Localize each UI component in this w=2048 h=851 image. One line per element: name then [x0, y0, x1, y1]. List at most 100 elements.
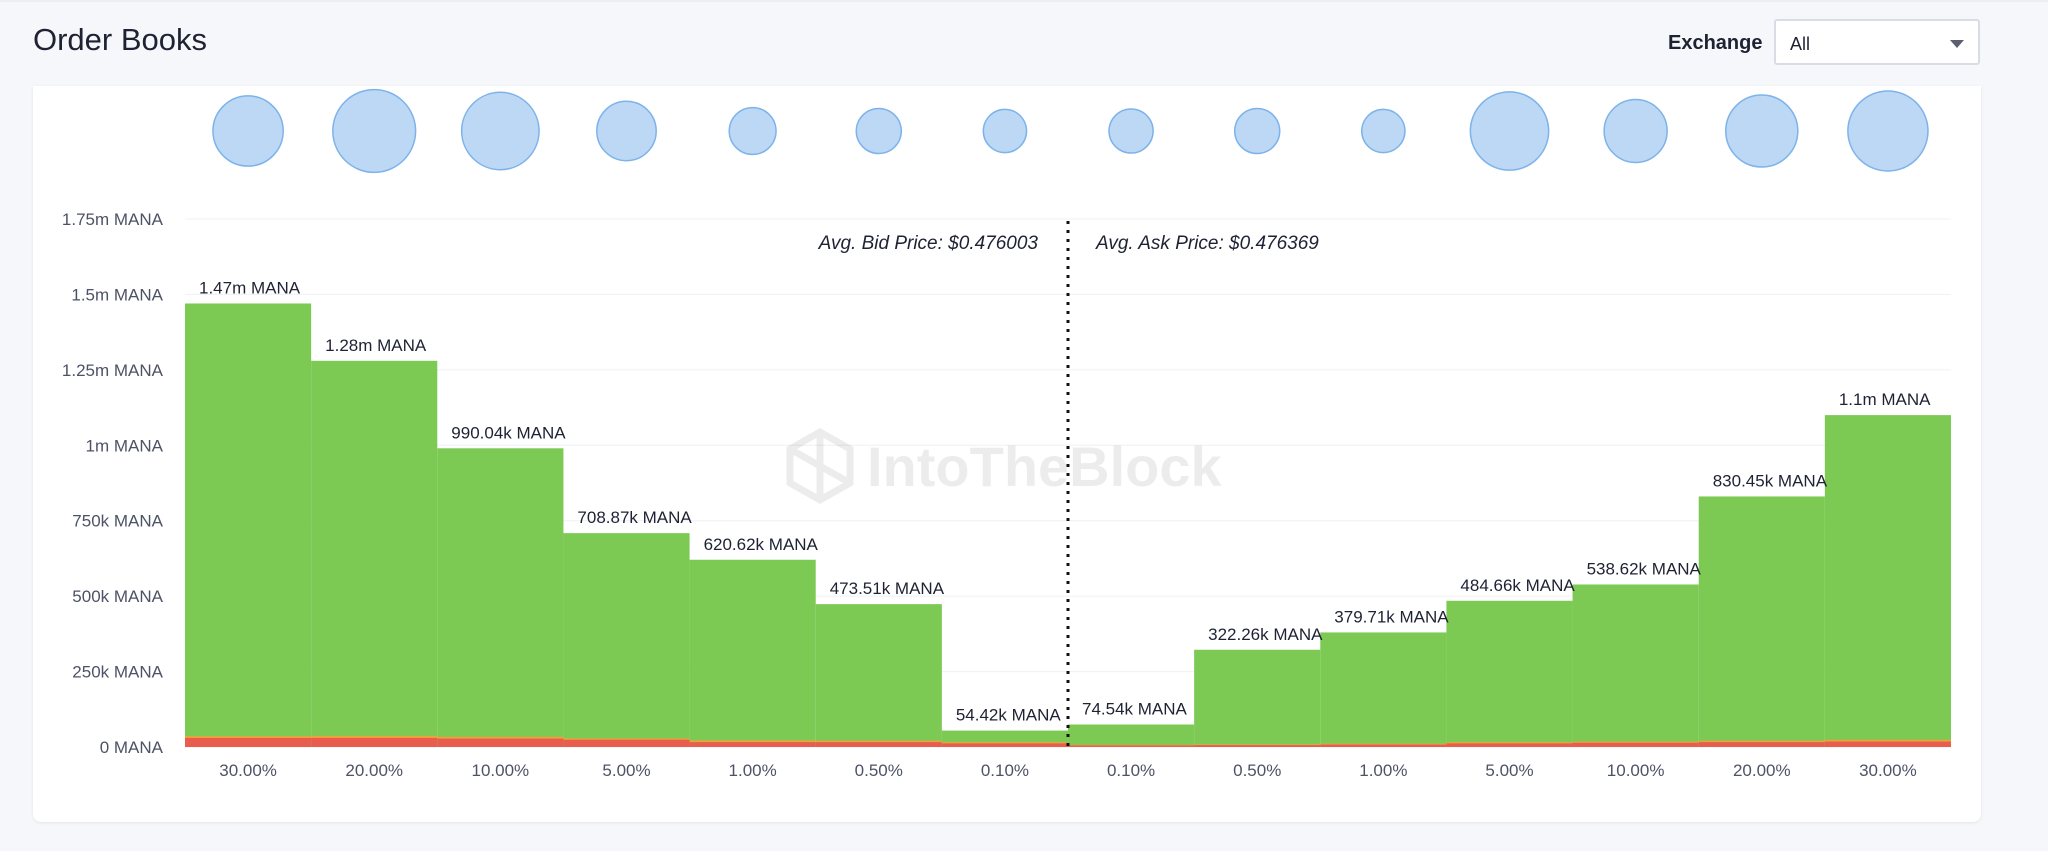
- x-tick-label: 0.50%: [855, 761, 903, 780]
- bar-low-band: [941, 743, 1068, 747]
- bar-bid-3: [563, 533, 690, 747]
- bar-value-label: 1.28m MANA: [325, 336, 427, 355]
- bar-ask-7: [1068, 724, 1195, 747]
- bar-low-band: [815, 742, 942, 747]
- bar-mid-band: [1698, 740, 1825, 743]
- bar-value-label: 1.1m MANA: [1839, 390, 1931, 409]
- bar-low-band: [1194, 745, 1321, 747]
- exchange-select[interactable]: All: [1774, 19, 1980, 65]
- bar-mid-band: [1068, 744, 1195, 746]
- y-tick-label: 750k MANA: [72, 512, 163, 531]
- bar-value-label: 322.26k MANA: [1208, 625, 1323, 644]
- bar-mid-band: [1194, 744, 1321, 746]
- liquidity-bubble: [728, 106, 777, 156]
- x-tick-label: 1.00%: [1359, 761, 1407, 780]
- bar-value-label: 379.71k MANA: [1334, 607, 1449, 626]
- y-tick-label: 1.75m MANA: [62, 210, 164, 229]
- liquidity-bubble: [1108, 108, 1154, 154]
- bar-low-band: [437, 738, 564, 747]
- liquidity-bubble: [1847, 90, 1929, 172]
- bar-value-label: 74.54k MANA: [1082, 700, 1188, 719]
- x-tick-label: 10.00%: [472, 761, 530, 780]
- liquidity-bubble: [855, 107, 903, 155]
- bar-value-label: 1.47m MANA: [199, 278, 301, 297]
- exchange-select-value: All: [1790, 34, 1811, 54]
- bar-ask-8: [1194, 649, 1321, 747]
- y-tick-label: 0 MANA: [100, 738, 164, 757]
- exchange-label: Exchange: [1668, 32, 1763, 54]
- bar-ask-13: [1824, 415, 1951, 747]
- bar-low-band: [311, 737, 438, 747]
- bar-low-band: [1572, 742, 1699, 747]
- watermark-logo-icon: [786, 427, 854, 505]
- bar-mid-band: [941, 742, 1068, 744]
- liquidity-bubble: [982, 108, 1028, 154]
- x-tick-label: 30.00%: [219, 761, 277, 780]
- bar-mid-band: [1824, 739, 1951, 742]
- liquidity-bubble: [212, 95, 284, 167]
- bar-bid-4: [689, 559, 816, 747]
- x-tick-label: 5.00%: [602, 761, 650, 780]
- bar-low-band: [1446, 743, 1573, 747]
- bar-mid-band: [185, 736, 312, 738]
- bar-value-label: 54.42k MANA: [956, 706, 1062, 725]
- bar-ask-9: [1320, 632, 1447, 747]
- liquidity-bubble: [1361, 108, 1406, 154]
- liquidity-bubble: [1603, 98, 1668, 164]
- top-border: [0, 0, 2048, 2]
- order-book-chart: IntoTheBlock 0 MANA 250k MANA 500k MANA 750…: [62, 88, 1951, 780]
- bar-bid-2: [437, 448, 564, 747]
- y-tick-label: 250k MANA: [72, 663, 163, 682]
- liquidity-bubble: [596, 100, 657, 162]
- bar-low-band: [1698, 742, 1825, 747]
- bar-value-label: 830.45k MANA: [1713, 471, 1828, 490]
- order-books-card: IntoTheBlock 0 MANA 250k MANA 500k MANA 750…: [33, 86, 1981, 822]
- bar-mid-band: [1572, 741, 1699, 743]
- bar-value-label: 473.51k MANA: [830, 579, 945, 598]
- x-tick-label: 20.00%: [1733, 761, 1791, 780]
- bar-value-label: 708.87k MANA: [577, 508, 692, 527]
- liquidity-bubble: [460, 91, 540, 171]
- y-axis: 0 MANA 250k MANA 500k MANA 750k MANA 1m MANA…: [62, 210, 164, 757]
- liquidity-bubble: [1725, 94, 1799, 168]
- bar-mid-band: [563, 738, 690, 740]
- y-tick-label: 1.25m MANA: [62, 361, 164, 380]
- x-tick-label: 0.10%: [981, 761, 1029, 780]
- header: Order Books Exchange All: [0, 0, 2048, 88]
- bar-low-band: [1824, 741, 1951, 747]
- x-tick-label: 10.00%: [1607, 761, 1665, 780]
- bar-low-band: [563, 739, 690, 747]
- bar-ask-10: [1446, 600, 1573, 747]
- watermark: IntoTheBlock: [786, 427, 1223, 505]
- x-tick-label: 1.00%: [729, 761, 777, 780]
- bar-ask-12: [1698, 496, 1825, 747]
- bar-labels: 1.47m MANA 1.28m MANA 990.04k MANA 708.87k …: [199, 278, 1931, 724]
- x-tick-label: 20.00%: [345, 761, 403, 780]
- y-tick-label: 1.5m MANA: [71, 285, 163, 304]
- liquidity-bubble: [1233, 107, 1281, 155]
- x-tick-label: 0.10%: [1107, 761, 1155, 780]
- watermark-text: IntoTheBlock: [867, 435, 1223, 498]
- bubbles: [212, 88, 1929, 174]
- bar-low-band: [185, 737, 312, 747]
- bar-mid-band: [437, 736, 564, 739]
- x-tick-label: 0.50%: [1233, 761, 1281, 780]
- bar-mid-band: [689, 740, 816, 743]
- avg-ask-price: Avg. Ask Price: $0.476369: [1095, 233, 1319, 254]
- chevron-down-icon: [1950, 40, 1964, 48]
- bars: [185, 303, 1951, 747]
- bar-low-band: [689, 742, 816, 747]
- bar-value-label: 484.66k MANA: [1460, 576, 1575, 595]
- page-title: Order Books: [33, 22, 208, 57]
- bar-value-label: 990.04k MANA: [451, 423, 566, 442]
- avg-bid-price: Avg. Bid Price: $0.476003: [818, 233, 1039, 254]
- bar-bid-1: [311, 360, 438, 747]
- bar-mid-band: [311, 735, 438, 738]
- bar-value-label: 538.62k MANA: [1587, 559, 1702, 578]
- bar-ask-11: [1572, 584, 1699, 747]
- bar-mid-band: [815, 740, 942, 743]
- bar-bid-5: [815, 604, 942, 747]
- liquidity-bubble: [332, 88, 417, 174]
- x-tick-label: 30.00%: [1859, 761, 1917, 780]
- bar-mid-band: [1320, 743, 1447, 745]
